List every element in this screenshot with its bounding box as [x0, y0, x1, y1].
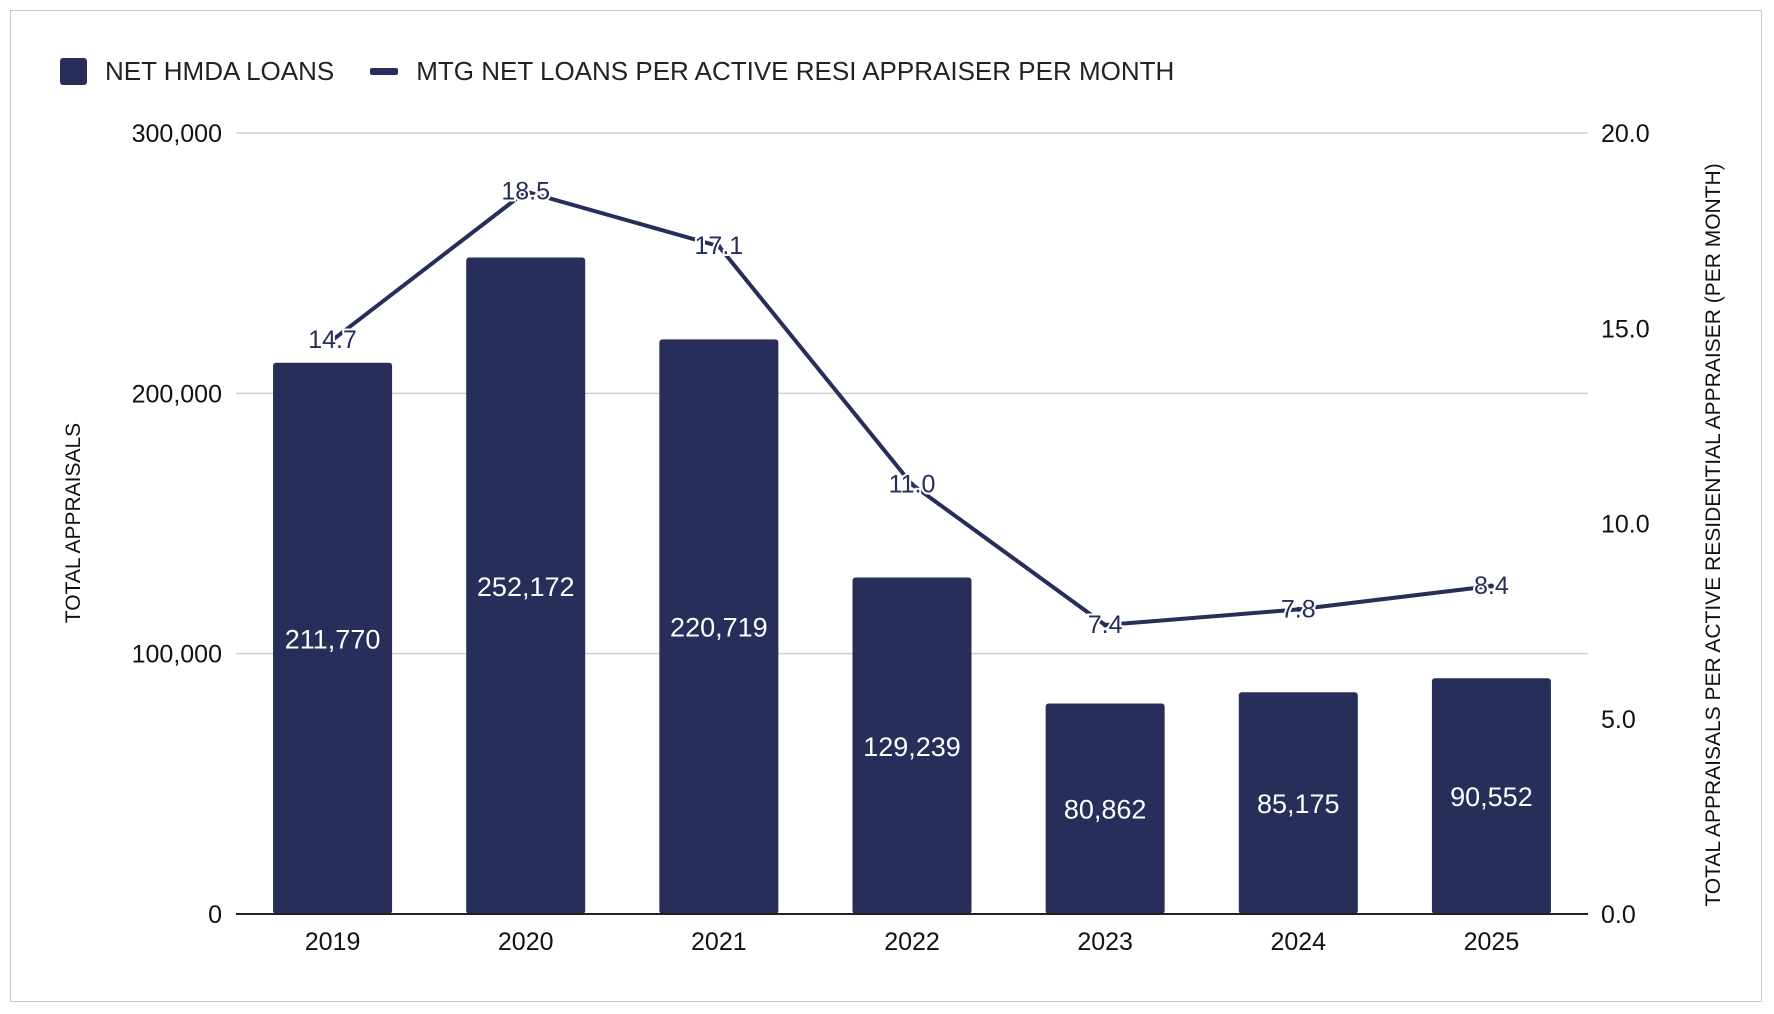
- line-point: [716, 243, 722, 249]
- bar-data-label: 220,719: [670, 613, 768, 643]
- line-point: [523, 189, 529, 195]
- x-tick-label: 2019: [305, 928, 361, 956]
- bar-data-label: 211,770: [285, 624, 381, 654]
- bar: [1431, 678, 1551, 914]
- legend-bar-label: NET HMDA LOANS: [105, 56, 335, 86]
- line-point: [909, 481, 915, 487]
- y-tick-label: 300,000: [132, 120, 222, 148]
- legend-item-bars: NET HMDA LOANS: [60, 56, 334, 87]
- x-tick-label: 2022: [884, 928, 940, 956]
- y-axis-title: TOTAL APPRAISALS: [62, 423, 85, 623]
- line-point: [1295, 606, 1301, 612]
- line-point: [1102, 622, 1108, 628]
- x-tick-label: 2023: [1077, 928, 1133, 956]
- line-data-label: 11.0: [889, 470, 936, 498]
- y2-axis-title: TOTAL APPRAISALS PER ACTIVE RESIDENTIAL …: [1702, 163, 1725, 906]
- y2-tick-label: 0.0: [1601, 901, 1636, 929]
- x-tick-label: 2024: [1270, 928, 1326, 956]
- bar: [659, 339, 779, 914]
- bar: [466, 257, 586, 915]
- bar: [852, 577, 972, 914]
- y2-tick-label: 10.0: [1601, 511, 1650, 539]
- bar: [1238, 692, 1358, 914]
- line-point: [1488, 583, 1494, 589]
- line-data-label: 14.7: [308, 326, 357, 354]
- line-data-label: 17.1: [695, 232, 744, 260]
- legend-line-swatch: [370, 68, 399, 75]
- legend-line-label: MTG NET LOANS PER ACTIVE RESI APPRAISER …: [416, 56, 1175, 86]
- line-data-label: 7.8: [1281, 595, 1316, 623]
- y-tick-label: 0: [208, 901, 222, 929]
- bar-data-label: 85,175: [1257, 789, 1340, 819]
- bar: [1045, 703, 1165, 914]
- bar-data-label: 80,862: [1064, 795, 1147, 825]
- bar: [273, 362, 393, 914]
- x-tick-label: 2021: [691, 928, 747, 956]
- line-data-label: 8.4: [1474, 572, 1509, 600]
- y2-tick-label: 15.0: [1601, 315, 1650, 343]
- legend-bar-swatch: [60, 58, 87, 85]
- x-tick-label: 2020: [498, 928, 554, 956]
- legend: NET HMDA LOANS MTG NET LOANS PER ACTIVE …: [60, 56, 1210, 87]
- bar-data-label: 90,552: [1450, 782, 1533, 812]
- bar-data-label: 252,172: [477, 572, 575, 602]
- legend-item-line: MTG NET LOANS PER ACTIVE RESI APPRAISER …: [370, 56, 1174, 87]
- y-tick-label: 200,000: [132, 380, 222, 408]
- line-point: [330, 337, 336, 343]
- bar-data-label: 129,239: [863, 732, 961, 762]
- y-tick-label: 100,000: [132, 641, 222, 669]
- y2-tick-label: 5.0: [1601, 706, 1636, 734]
- line-data-label: 7.4: [1088, 611, 1123, 639]
- line-data-label: 18.5: [501, 178, 550, 206]
- x-tick-label: 2025: [1464, 928, 1520, 956]
- y2-tick-label: 20.0: [1601, 120, 1650, 148]
